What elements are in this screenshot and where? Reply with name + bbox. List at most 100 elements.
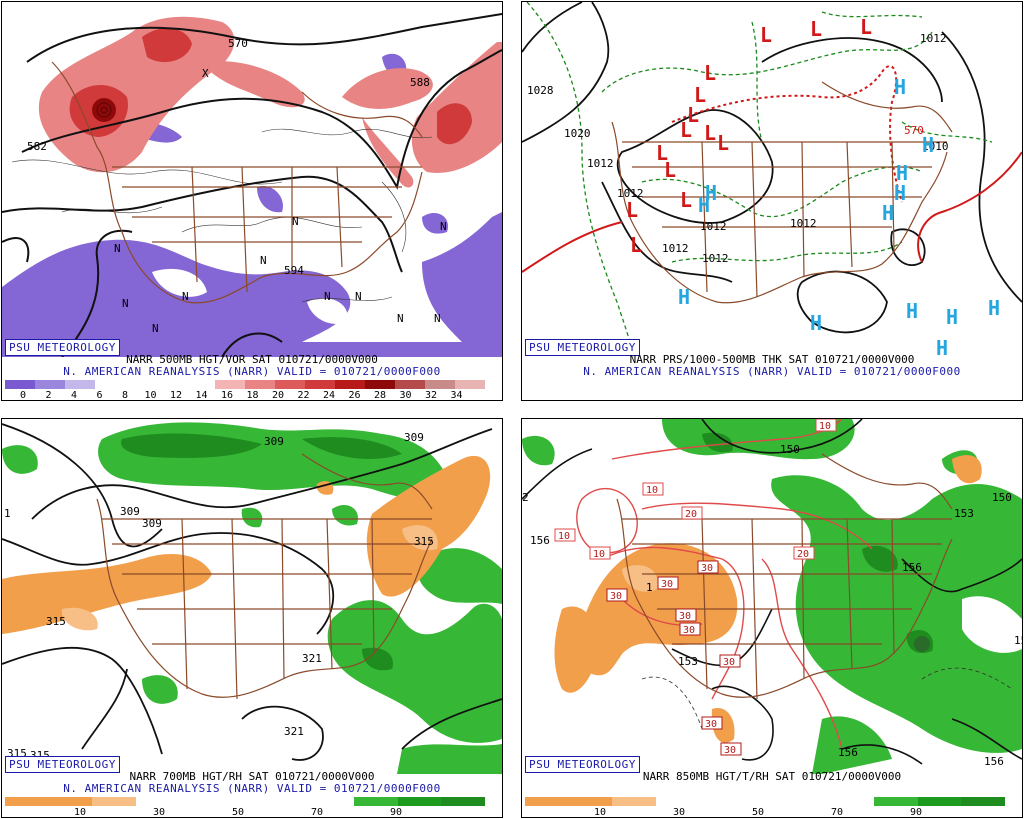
svg-text:N: N	[114, 242, 121, 255]
colorbar-swatch	[335, 380, 365, 389]
label-582: 582	[27, 140, 47, 153]
svg-text:2: 2	[522, 491, 529, 504]
colorbar-swatch	[830, 797, 875, 806]
panel-title: NARR PRS/1000-500MB THK SAT 010721/0000V…	[629, 353, 915, 366]
svg-text:1: 1	[4, 507, 11, 520]
svg-text:30: 30	[683, 625, 695, 636]
svg-text:N: N	[260, 254, 267, 267]
colorbar-label: 50	[751, 807, 765, 818]
svg-text:H: H	[906, 299, 918, 323]
svg-text:N: N	[440, 220, 447, 233]
svg-text:L: L	[760, 23, 772, 47]
temperature-boxes: 10 10 10 10 20 20 30 30 30 30 30 30 30 3…	[554, 419, 837, 756]
colorbar-swatch	[961, 797, 1006, 806]
colorbar-swatch	[5, 380, 35, 389]
colorbar-swatch	[65, 380, 95, 389]
svg-text:1010: 1010	[922, 140, 949, 153]
panel-valid-time: N. AMERICAN REANALYSIS (NARR) VALID = 01…	[583, 365, 961, 378]
vorticity-colorbar	[5, 380, 485, 389]
svg-text:10: 10	[558, 531, 570, 542]
colorbar-label: 8	[121, 390, 129, 401]
colorbar-label: 30	[672, 807, 686, 818]
colorbar-swatch	[455, 380, 485, 389]
svg-text:H: H	[894, 75, 906, 99]
svg-text:30: 30	[724, 745, 736, 756]
svg-text:1012: 1012	[662, 242, 689, 255]
psu-meteorology-logo: PSU METEOROLOGY	[5, 756, 120, 773]
svg-text:H: H	[988, 296, 1000, 320]
colorbar-swatch	[397, 797, 442, 806]
colorbar-swatch	[125, 380, 155, 389]
svg-text:X: X	[202, 67, 209, 80]
svg-text:L: L	[717, 131, 729, 155]
colorbar-label: 0	[19, 390, 27, 401]
colorbar-label: 10	[144, 390, 157, 401]
svg-text:156: 156	[984, 755, 1004, 768]
psu-meteorology-logo: PSU METEOROLOGY	[525, 756, 640, 773]
svg-text:H: H	[678, 285, 690, 309]
svg-text:L: L	[680, 188, 692, 212]
svg-text:20: 20	[685, 509, 697, 520]
svg-text:321: 321	[284, 725, 304, 738]
panel-title: NARR 850MB HGT/T/RH SAT 010721/0000V000	[642, 770, 902, 783]
panel-500mb-vorticity: 570 582 588 594 N N N N N N N N N N N X …	[1, 1, 503, 401]
svg-text:1012: 1012	[920, 32, 947, 45]
svg-text:30: 30	[610, 591, 622, 602]
svg-text:315: 315	[46, 615, 66, 628]
svg-text:30: 30	[723, 657, 735, 668]
colorbar-swatch	[874, 797, 918, 806]
rh-colorbar	[5, 797, 486, 806]
svg-text:H: H	[705, 181, 717, 205]
svg-text:10: 10	[819, 421, 831, 432]
svg-text:L: L	[656, 141, 668, 165]
colorbar-swatch	[743, 797, 787, 806]
isobar-labels: 1028 1020 1012 1012 1012 1012 1012 1012 …	[527, 32, 949, 265]
label-570: 570	[228, 37, 248, 50]
colorbar-label: 90	[909, 807, 923, 818]
colorbar-label: 20	[271, 390, 285, 401]
colorbar-swatch	[48, 797, 93, 806]
svg-text:150: 150	[992, 491, 1012, 504]
svg-text:309: 309	[404, 431, 424, 444]
svg-text:309: 309	[120, 505, 140, 518]
svg-text:L: L	[630, 233, 642, 257]
colorbar-swatch	[245, 380, 275, 389]
negative-vorticity-areas	[2, 53, 502, 357]
svg-text:10: 10	[593, 549, 605, 560]
colorbar-label: 32	[424, 390, 438, 401]
colorbar-swatch	[305, 380, 335, 389]
colorbar-swatch	[354, 797, 398, 806]
colorbar-swatch	[215, 380, 245, 389]
colorbar-label: 50	[231, 807, 245, 818]
svg-text:L: L	[810, 17, 822, 41]
svg-text:L: L	[687, 103, 699, 127]
svg-text:N: N	[397, 312, 404, 325]
svg-text:1012: 1012	[587, 157, 614, 170]
colorbar-label: 2	[45, 390, 52, 401]
vorticity-colorbar-labels: 0 2 4 6 8 10 12 14 16 18 20 22 24 26 28 30 32 34	[5, 390, 485, 401]
political-borders	[51, 61, 423, 304]
colorbar-swatch	[223, 797, 267, 806]
colorbar-swatch	[365, 380, 395, 389]
svg-text:570: 570	[904, 124, 924, 137]
map-700mb-rh: 309 309 309 309 315 315 315 321 321 315 …	[2, 422, 502, 774]
colorbar-swatch	[155, 380, 185, 389]
svg-text:N: N	[324, 290, 331, 303]
colorbar-label: 4	[70, 390, 78, 401]
svg-text:30: 30	[661, 579, 673, 590]
svg-text:L: L	[680, 118, 692, 142]
svg-text:10: 10	[646, 485, 658, 496]
svg-text:309: 309	[264, 435, 284, 448]
colorbar-swatch	[35, 380, 65, 389]
svg-text:30: 30	[705, 719, 717, 730]
svg-text:H: H	[936, 336, 948, 357]
rh-colorbar-labels: 10 30 50 70 90	[5, 807, 485, 818]
political-borders	[96, 453, 433, 700]
panel-850mb-temp-rh: 156 150 156 156 150 153 156 1 2 15 153 1…	[521, 418, 1023, 818]
colorbar-swatch	[95, 380, 125, 389]
colorbar-label: 28	[373, 390, 387, 401]
svg-text:156: 156	[838, 746, 858, 759]
svg-text:N: N	[122, 297, 129, 310]
svg-text:H: H	[810, 311, 822, 335]
colorbar-swatch	[92, 797, 136, 806]
